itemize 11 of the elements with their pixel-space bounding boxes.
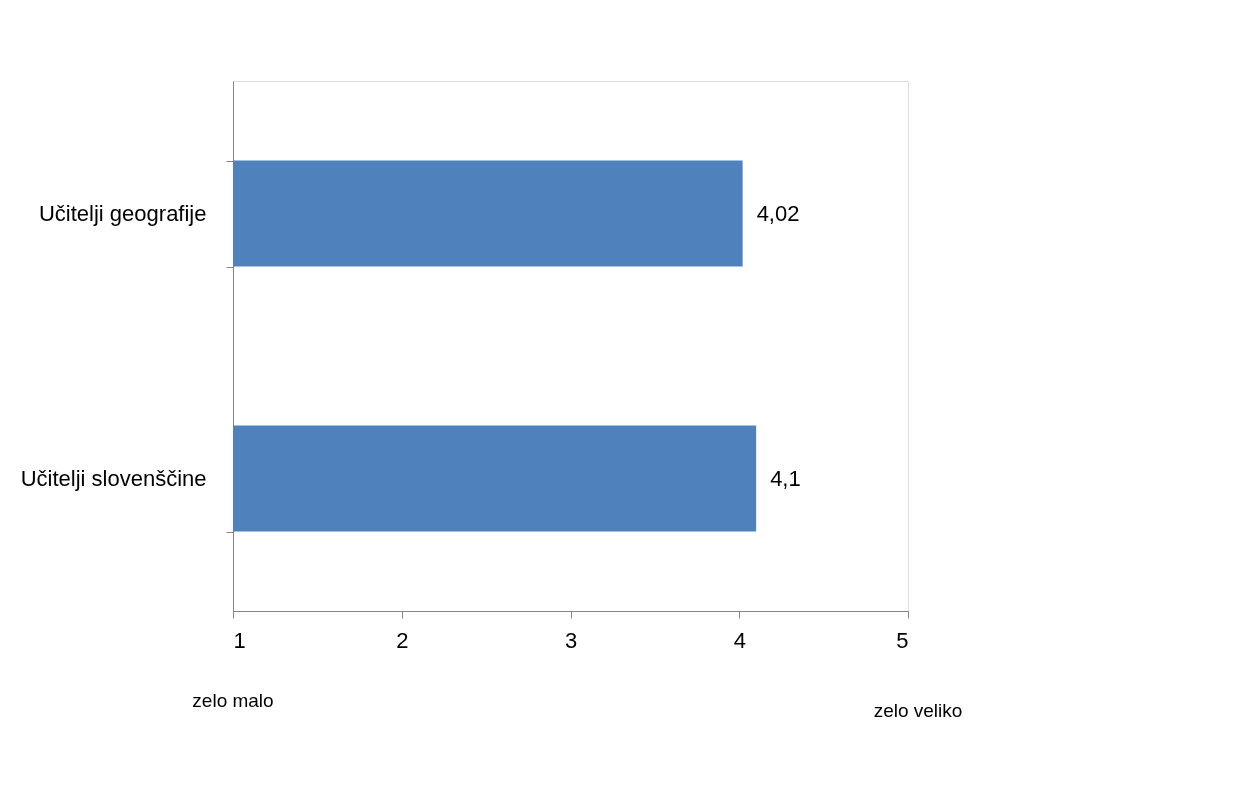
x-tick-label: 1 <box>233 627 246 653</box>
data-label: 4,1 <box>770 465 801 491</box>
y-tick-label: Učitelji geografije <box>38 201 207 226</box>
x-tick-label: 3 <box>564 627 578 653</box>
text: zelo malo <box>192 690 274 711</box>
x-tick-label: 5 <box>896 627 909 653</box>
x-tick-label: 4 <box>733 627 746 653</box>
x-tick-label: 2 <box>396 627 409 653</box>
data-label: 4,02 <box>756 200 800 226</box>
y-tick-label: Učitelji slovenščine <box>20 466 207 491</box>
text: zelo veliko <box>873 700 963 721</box>
